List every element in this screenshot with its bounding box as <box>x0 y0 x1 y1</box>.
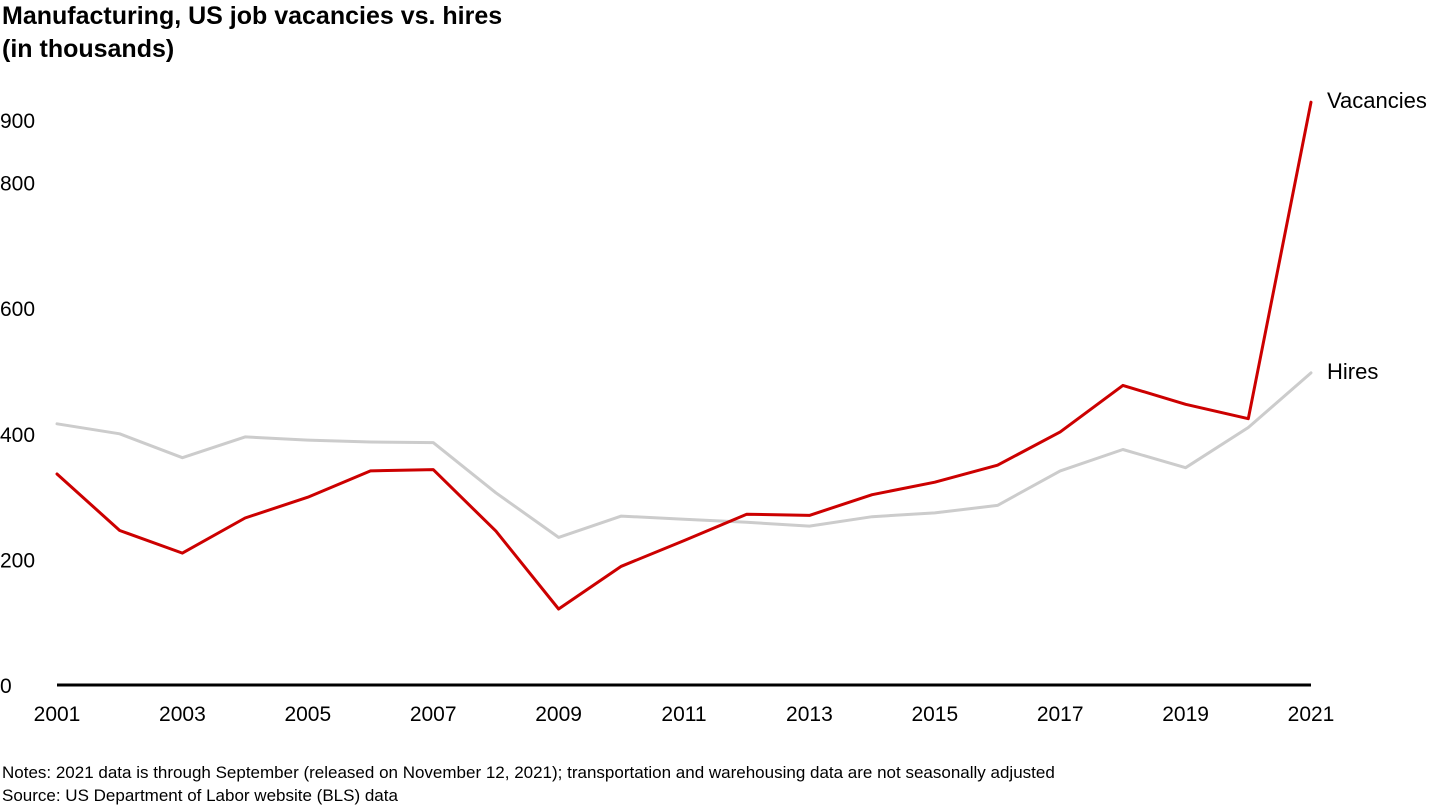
chart-title-line1: Manufacturing, US job vacancies vs. hire… <box>2 2 503 30</box>
y-tick-label: 800 <box>0 173 35 196</box>
x-tick-label: 2009 <box>535 703 582 726</box>
y-tick-label: 200 <box>0 549 35 572</box>
x-tick-label: 2003 <box>159 703 206 726</box>
x-tick-label: 2011 <box>661 703 706 726</box>
chart-title: Manufacturing, US job vacancies vs. hire… <box>2 0 502 66</box>
vacancies-series-label: Vacancies <box>1327 88 1427 113</box>
hires-line <box>55 371 1313 539</box>
x-tick-label: 2017 <box>1037 703 1084 726</box>
x-tick-label: 2013 <box>786 703 833 726</box>
line-chart: 0 200 400 600 800 900 Hires Vacancies 2001 2003 20… <box>0 88 1427 726</box>
x-tick-label: 2019 <box>1162 703 1209 726</box>
vacancies-line <box>55 100 1313 611</box>
chart-title-line2: (in thousands) <box>2 35 175 63</box>
x-tick-label: 2021 <box>1288 703 1335 726</box>
notes-text: Notes: 2021 data is through September (r… <box>2 763 1055 782</box>
y-tick-label: 600 <box>0 298 35 321</box>
y-tick-label: 0 <box>0 675 12 698</box>
y-tick-label: 900 <box>0 110 35 133</box>
source-text: Source: US Department of Labor website (… <box>2 786 398 805</box>
x-tick-label: 2005 <box>284 703 331 726</box>
y-tick-label: 400 <box>0 424 35 447</box>
chart-notes: Notes: 2021 data is through September (r… <box>2 761 1055 807</box>
x-tick-label: 2007 <box>410 703 457 726</box>
hires-series-label: Hires <box>1327 359 1378 384</box>
x-tick-label: 2015 <box>911 703 958 726</box>
x-tick-label: 2001 <box>34 703 81 726</box>
